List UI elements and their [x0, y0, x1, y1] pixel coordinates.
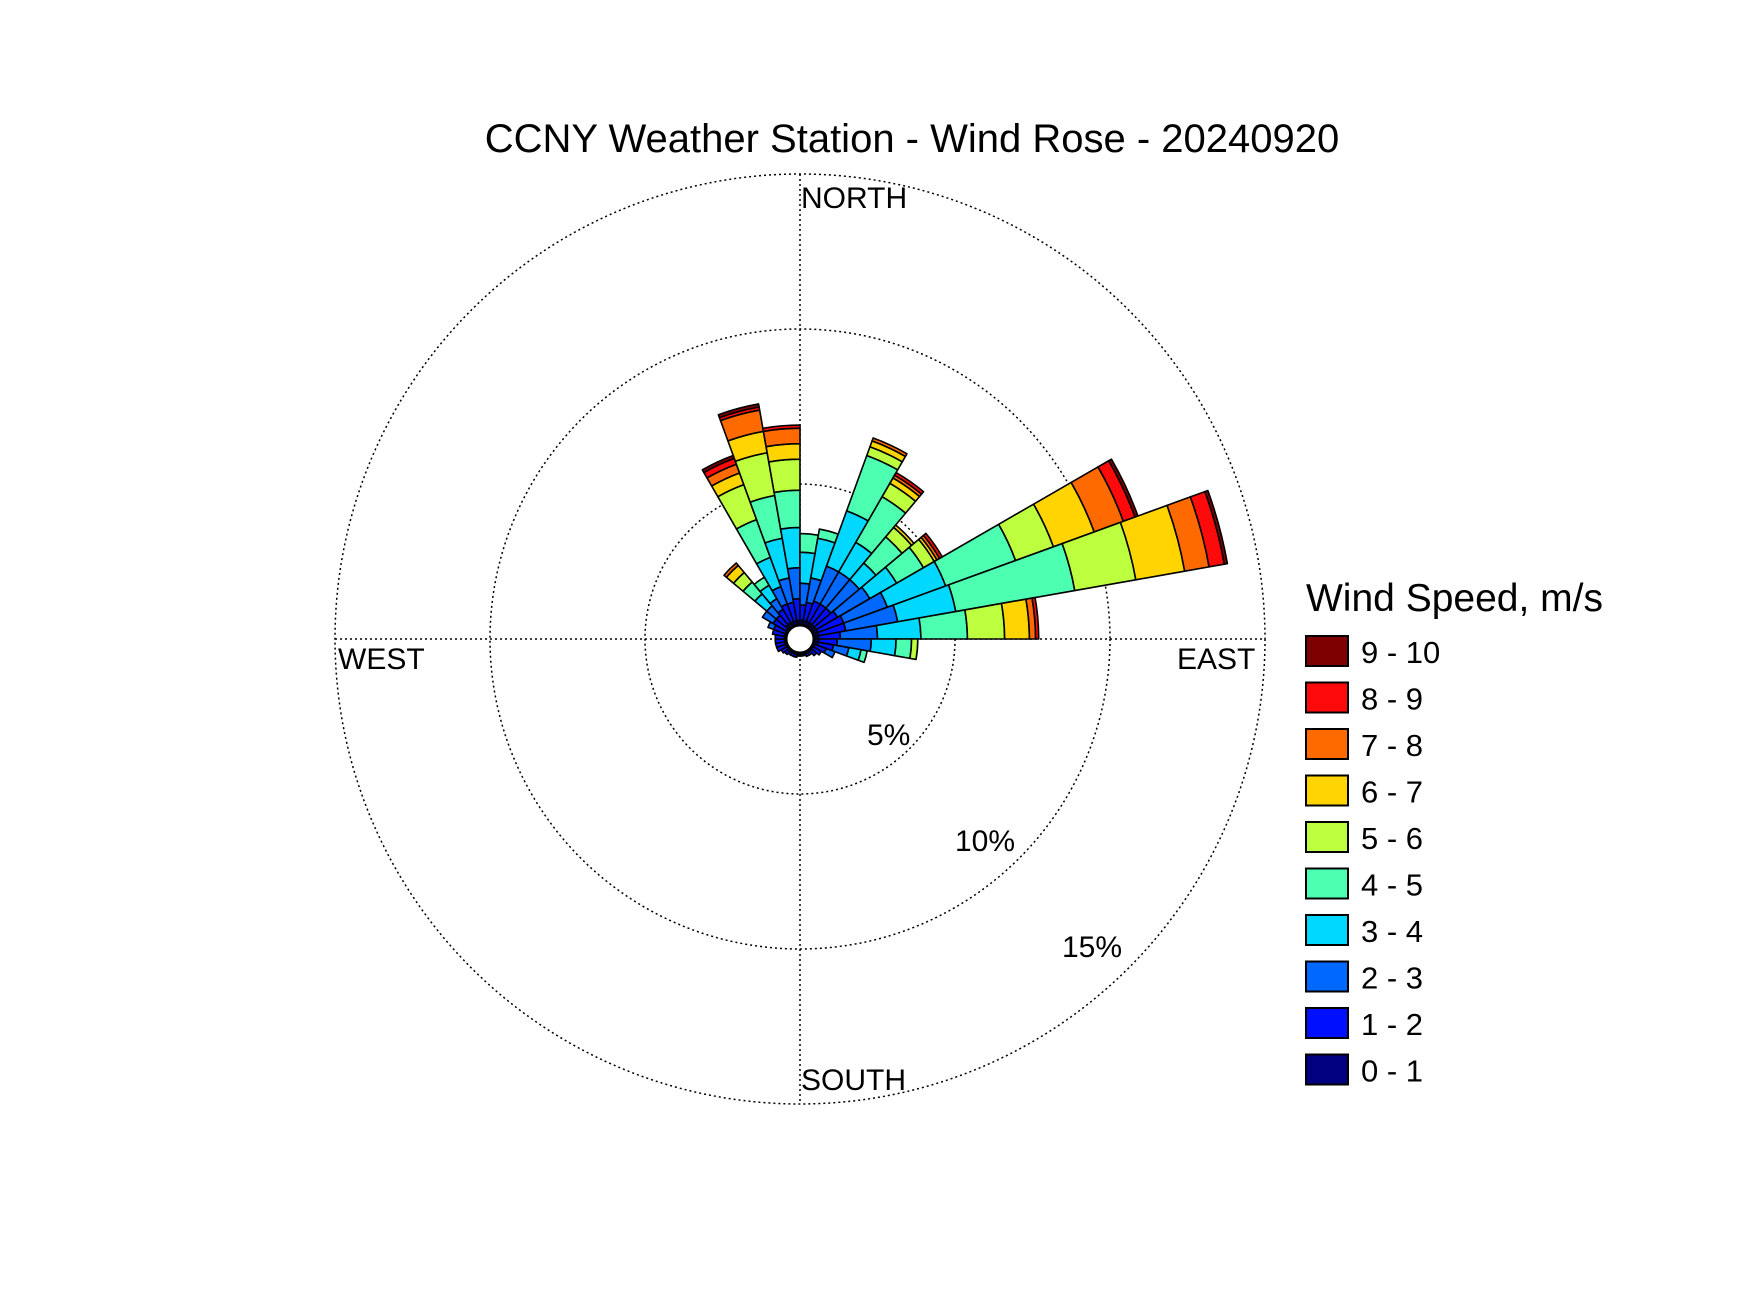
legend-swatch-1 — [1305, 681, 1349, 714]
legend-label-6: 3 - 4 — [1361, 914, 1423, 949]
sector-95-bin-4 — [893, 638, 913, 660]
legend-swatch-5 — [1305, 867, 1349, 900]
sector-95-bin-5 — [909, 638, 919, 661]
legend-label-0: 9 - 10 — [1361, 635, 1440, 670]
legend-label-5: 4 - 5 — [1361, 868, 1423, 903]
legend-swatch-6 — [1305, 914, 1349, 946]
legend-label-1: 8 - 9 — [1361, 682, 1423, 717]
east-label: EAST — [1177, 643, 1255, 676]
ring-label-10: 10% — [955, 825, 1015, 858]
sector-355-bin-5 — [767, 458, 801, 494]
legend-swatch-9 — [1305, 1053, 1349, 1086]
sector-115-bin-2 — [823, 647, 836, 659]
legend-swatch-4 — [1305, 821, 1349, 853]
legend-label-7: 2 - 3 — [1361, 961, 1423, 996]
legend-label-4: 5 - 6 — [1361, 821, 1423, 856]
legend-label-2: 7 - 8 — [1361, 728, 1423, 763]
sector-85-bin-8 — [1031, 596, 1040, 640]
calm-circle — [784, 623, 816, 655]
sector-35-bin-8 — [893, 471, 925, 495]
west-label: WEST — [338, 643, 425, 676]
sector-25-bin-7 — [871, 437, 908, 458]
legend-title: Wind Speed, m/s — [1306, 577, 1603, 620]
legend: Wind Speed, m/s 9 - 10 8 - 9 7 - 8 6 - 7 5 -… — [1305, 577, 1603, 1089]
legend-label-9: 0 - 1 — [1361, 1054, 1423, 1089]
legend-swatch-8 — [1305, 1007, 1349, 1039]
sector-315-bin-7 — [723, 562, 740, 579]
legend-swatch-2 — [1305, 728, 1349, 760]
legend-swatch-0 — [1305, 635, 1349, 667]
south-label: SOUTH — [801, 1064, 906, 1097]
legend-swatch-7 — [1305, 960, 1349, 993]
ring-label-15: 15% — [1062, 931, 1122, 964]
legend-swatch-3 — [1305, 774, 1349, 807]
legend-label-8: 1 - 2 — [1361, 1007, 1423, 1042]
sector-85-bin-5 — [964, 602, 1006, 640]
sector-345-bin-9 — [717, 403, 760, 419]
sector-105-bin-4 — [857, 648, 868, 664]
north-label: NORTH — [801, 182, 907, 215]
sector-85-bin-6 — [1000, 598, 1031, 640]
chart-title: CCNY Weather Station - Wind Rose - 20240… — [485, 117, 1340, 161]
sector-325-bin-4 — [753, 576, 770, 593]
ring-label-5: 5% — [867, 719, 910, 752]
sector-95-bin-3 — [869, 638, 897, 657]
legend-label-3: 6 - 7 — [1361, 775, 1423, 810]
wind-sectors — [701, 403, 1229, 664]
sector-75-bin-9 — [1204, 489, 1229, 565]
sector-355-bin-8 — [762, 424, 801, 433]
